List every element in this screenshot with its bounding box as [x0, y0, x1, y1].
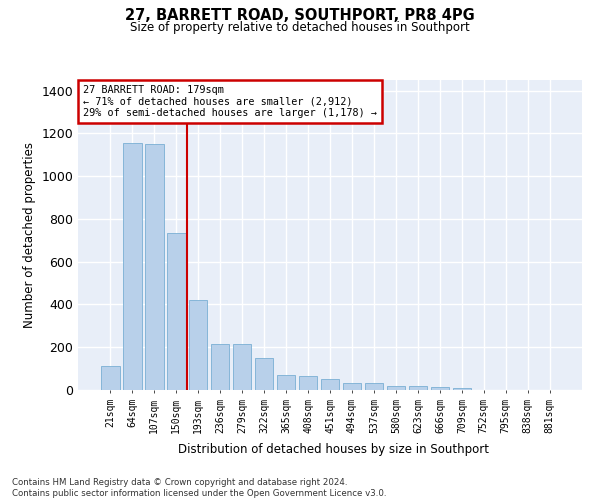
Bar [189, 300, 208, 390]
Bar [167, 233, 185, 390]
Bar [431, 387, 449, 390]
Text: 27, BARRETT ROAD, SOUTHPORT, PR8 4PG: 27, BARRETT ROAD, SOUTHPORT, PR8 4PG [125, 8, 475, 22]
Bar [101, 366, 119, 390]
Bar [452, 388, 471, 390]
Bar [386, 386, 405, 390]
Bar [255, 358, 274, 390]
Bar [123, 143, 142, 390]
Text: Contains HM Land Registry data © Crown copyright and database right 2024.
Contai: Contains HM Land Registry data © Crown c… [12, 478, 386, 498]
Bar [320, 380, 340, 390]
Bar [277, 375, 295, 390]
Text: Distribution of detached houses by size in Southport: Distribution of detached houses by size … [178, 442, 488, 456]
Bar [145, 144, 164, 390]
Text: Size of property relative to detached houses in Southport: Size of property relative to detached ho… [130, 21, 470, 34]
Y-axis label: Number of detached properties: Number of detached properties [23, 142, 36, 328]
Bar [365, 383, 383, 390]
Bar [299, 376, 317, 390]
Bar [211, 344, 229, 390]
Text: 27 BARRETT ROAD: 179sqm
← 71% of detached houses are smaller (2,912)
29% of semi: 27 BARRETT ROAD: 179sqm ← 71% of detache… [83, 84, 377, 118]
Bar [233, 344, 251, 390]
Bar [409, 386, 427, 390]
Bar [343, 383, 361, 390]
